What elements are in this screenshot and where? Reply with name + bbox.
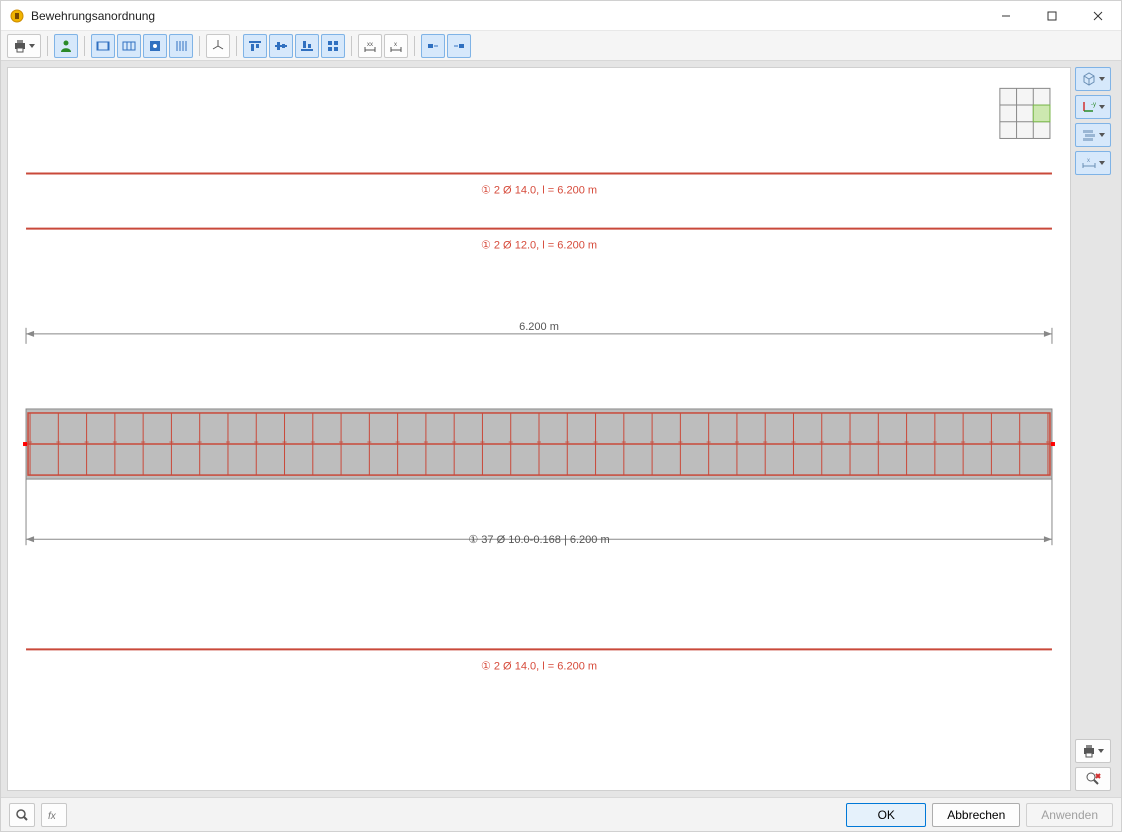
svg-text:① 37 Ø 10.0-0.168 | 6.200 m: ① 37 Ø 10.0-0.168 | 6.200 m xyxy=(468,534,609,546)
side-zoom-reset-button[interactable] xyxy=(1075,767,1111,791)
svg-text:-y: -y xyxy=(1091,102,1096,108)
bottom-bar: fx OK Abbrechen Anwenden xyxy=(1,797,1121,831)
align-top-button[interactable] xyxy=(243,34,267,58)
window-title: Bewehrungsanordnung xyxy=(31,9,155,23)
svg-text:6.200 m: 6.200 m xyxy=(519,321,559,333)
main-area: ① 2 Ø 14.0, l = 6.200 m ① 2 Ø 12.0, l = 6… xyxy=(1,61,1121,797)
help-button[interactable] xyxy=(9,803,35,827)
print-dropdown[interactable] xyxy=(7,34,41,58)
svg-text:x: x xyxy=(394,42,397,48)
view-side-toolbar: -y x xyxy=(1075,67,1115,791)
view-mode-3-button[interactable] xyxy=(143,34,167,58)
app-icon xyxy=(9,8,25,24)
snap-left-button[interactable] xyxy=(421,34,445,58)
apply-button[interactable]: Anwenden xyxy=(1026,803,1113,827)
view-person-button[interactable] xyxy=(54,34,78,58)
svg-text:fx: fx xyxy=(48,811,57,822)
view-layers-button[interactable] xyxy=(1075,123,1111,147)
cancel-button[interactable]: Abbrechen xyxy=(932,803,1020,827)
side-print-button[interactable] xyxy=(1075,739,1111,763)
dim-x-button[interactable]: x xyxy=(384,34,408,58)
titlebar: Bewehrungsanordnung xyxy=(1,1,1121,31)
svg-text:① 2 Ø 12.0, l = 6.200 m: ① 2 Ø 12.0, l = 6.200 m xyxy=(481,240,597,252)
svg-text:① 2 Ø 14.0, l = 6.200 m: ① 2 Ø 14.0, l = 6.200 m xyxy=(481,185,597,197)
svg-text:① 2 Ø 14.0, l = 6.200 m: ① 2 Ø 14.0, l = 6.200 m xyxy=(481,660,597,672)
axis-button[interactable] xyxy=(206,34,230,58)
minimize-button[interactable] xyxy=(983,1,1029,31)
info-button[interactable]: fx xyxy=(41,803,67,827)
view-dim-button[interactable]: x xyxy=(1075,151,1111,175)
view-mode-2-button[interactable] xyxy=(117,34,141,58)
distribute-button[interactable] xyxy=(321,34,345,58)
svg-text:x: x xyxy=(1087,158,1090,164)
ok-button[interactable]: OK xyxy=(846,803,926,827)
view-mode-1-button[interactable] xyxy=(91,34,115,58)
reinforcement-diagram: ① 2 Ø 14.0, l = 6.200 m ① 2 Ø 12.0, l = 6… xyxy=(8,68,1070,790)
drawing-canvas[interactable]: ① 2 Ø 14.0, l = 6.200 m ① 2 Ø 12.0, l = 6… xyxy=(7,67,1071,791)
view-xy-button[interactable]: -y xyxy=(1075,95,1111,119)
toolbar: xx x xyxy=(1,31,1121,61)
snap-right-button[interactable] xyxy=(447,34,471,58)
view-mode-4-button[interactable] xyxy=(169,34,193,58)
svg-text:xx: xx xyxy=(367,42,373,48)
view-3d-button[interactable] xyxy=(1075,67,1111,91)
align-bottom-button[interactable] xyxy=(295,34,319,58)
align-middle-button[interactable] xyxy=(269,34,293,58)
dim-xx-button[interactable]: xx xyxy=(358,34,382,58)
maximize-button[interactable] xyxy=(1029,1,1075,31)
close-button[interactable] xyxy=(1075,1,1121,31)
